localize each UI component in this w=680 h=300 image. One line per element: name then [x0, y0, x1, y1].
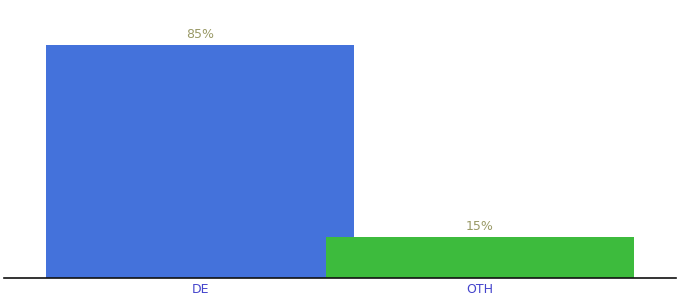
Bar: [326, 237, 634, 278]
Bar: [46, 45, 354, 278]
Text: 15%: 15%: [466, 220, 494, 233]
Text: 85%: 85%: [186, 28, 214, 41]
